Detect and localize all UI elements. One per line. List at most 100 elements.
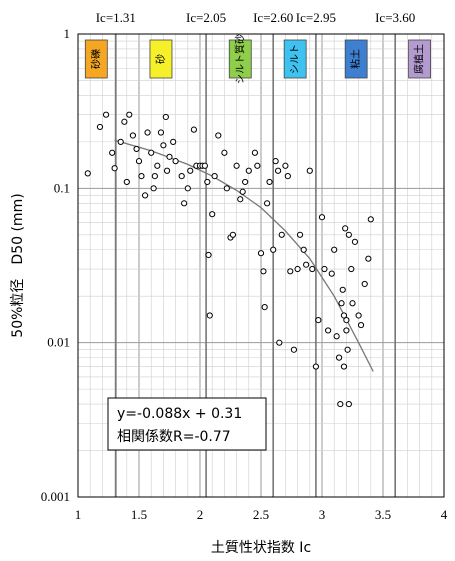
zone-label: シルト質砂 — [233, 34, 246, 84]
data-point — [260, 268, 267, 275]
x-tick-label: 1.5 — [131, 507, 147, 522]
data-point — [123, 178, 130, 186]
data-point — [184, 185, 191, 192]
data-point — [144, 129, 151, 136]
data-point — [338, 300, 345, 307]
data-point — [284, 173, 291, 180]
data-point — [237, 196, 244, 203]
zone-label: 砂 — [154, 54, 167, 64]
data-point — [117, 138, 124, 145]
data-point — [178, 173, 185, 180]
data-point — [365, 255, 372, 262]
data-point — [349, 300, 356, 307]
data-point — [84, 170, 91, 177]
data-point — [172, 158, 179, 165]
data-point — [261, 304, 268, 311]
data-point — [340, 363, 348, 370]
data-point — [339, 286, 346, 293]
y-tick-label: 0.001 — [41, 489, 70, 504]
data-point — [102, 111, 110, 118]
data-point — [266, 178, 273, 186]
data-point — [257, 250, 265, 257]
data-point — [223, 185, 230, 192]
zone-box — [84, 39, 108, 79]
data-point — [160, 142, 167, 149]
data-point — [209, 211, 216, 218]
data-point — [109, 149, 116, 156]
annotation-correlation: 相関係数R=-0.77 — [117, 429, 231, 445]
data-point — [345, 231, 352, 238]
data-point — [163, 167, 171, 174]
data-point — [340, 312, 348, 319]
boundary-lines: Ic=1.31 Ic=2.05 Ic=2.60 Ic=2.95 Ic=3.60 — [96, 10, 415, 497]
data-point — [325, 327, 332, 334]
data-point — [190, 126, 197, 133]
data-point — [201, 162, 208, 169]
x-tick-label: 3 — [319, 507, 326, 522]
zone-box — [149, 39, 173, 79]
data-point — [344, 346, 351, 353]
data-point — [245, 167, 252, 174]
plot-frame — [77, 33, 445, 498]
x-tick-label: 1 — [75, 507, 82, 522]
data-point — [331, 246, 338, 253]
data-point — [242, 178, 249, 186]
annotation-equation: y=-0.088x + 0.31 — [117, 406, 242, 422]
x-tick-label: 3.5 — [375, 507, 391, 522]
data-point — [270, 246, 277, 253]
y-axis-title: 50%粒径 D50 (mm) — [10, 193, 26, 337]
data-point — [138, 173, 145, 180]
data-point — [303, 261, 310, 268]
data-point — [239, 188, 246, 195]
x-tick-label: 2 — [197, 507, 204, 522]
data-point — [187, 167, 194, 174]
data-point — [355, 312, 362, 319]
boundary-label: Ic=1.31 — [96, 10, 136, 25]
axes: 1 1.5 2 2.5 3 3.5 4 1 0.1 0.01 0.001 — [41, 26, 448, 522]
data-point — [233, 162, 240, 169]
data-point — [287, 268, 294, 275]
data-point — [126, 111, 133, 118]
data-point — [278, 231, 285, 238]
data-point — [351, 238, 359, 245]
data-point — [204, 178, 211, 186]
data-point — [170, 138, 177, 145]
data-point — [221, 149, 228, 156]
data-point — [306, 167, 313, 174]
zone-label: 腐植土 — [413, 44, 426, 74]
zone-box — [408, 39, 432, 79]
data-point — [142, 192, 149, 199]
data-point — [333, 333, 340, 340]
annotation-frame — [107, 397, 267, 451]
zone-label: 粘土 — [349, 49, 362, 69]
y-tick-label: 0.01 — [47, 335, 70, 350]
data-point — [274, 167, 282, 174]
data-point — [135, 158, 143, 165]
data-point — [345, 400, 352, 408]
data-point — [166, 153, 173, 160]
data-point — [321, 265, 328, 273]
data-point — [294, 265, 301, 273]
data-point — [312, 363, 319, 370]
data-point — [343, 317, 350, 324]
data-point — [251, 149, 258, 156]
zone-labels: 砂礫 砂 シルト質砂 シルト 粘土 腐植土 — [84, 34, 432, 84]
data-point — [206, 312, 213, 319]
data-point — [254, 162, 261, 169]
zone-box — [228, 39, 252, 79]
data-point — [96, 123, 104, 131]
data-point — [309, 265, 316, 273]
data-point — [337, 400, 344, 408]
data-point — [328, 270, 335, 277]
data-point — [264, 200, 271, 207]
x-tick-label: 4 — [441, 507, 448, 522]
data-point — [361, 280, 368, 288]
data-point — [276, 339, 283, 346]
data-point — [348, 265, 355, 273]
data-point — [150, 185, 157, 192]
x-axis-title: 土質性状指数 Ic — [211, 540, 311, 556]
annotation-box: y=-0.088x + 0.31 相関係数R=-0.77 — [107, 397, 267, 451]
data-point — [111, 165, 118, 172]
boundary-label: Ic=2.95 — [296, 10, 336, 25]
boundary-label: Ic=2.60 — [253, 10, 293, 25]
